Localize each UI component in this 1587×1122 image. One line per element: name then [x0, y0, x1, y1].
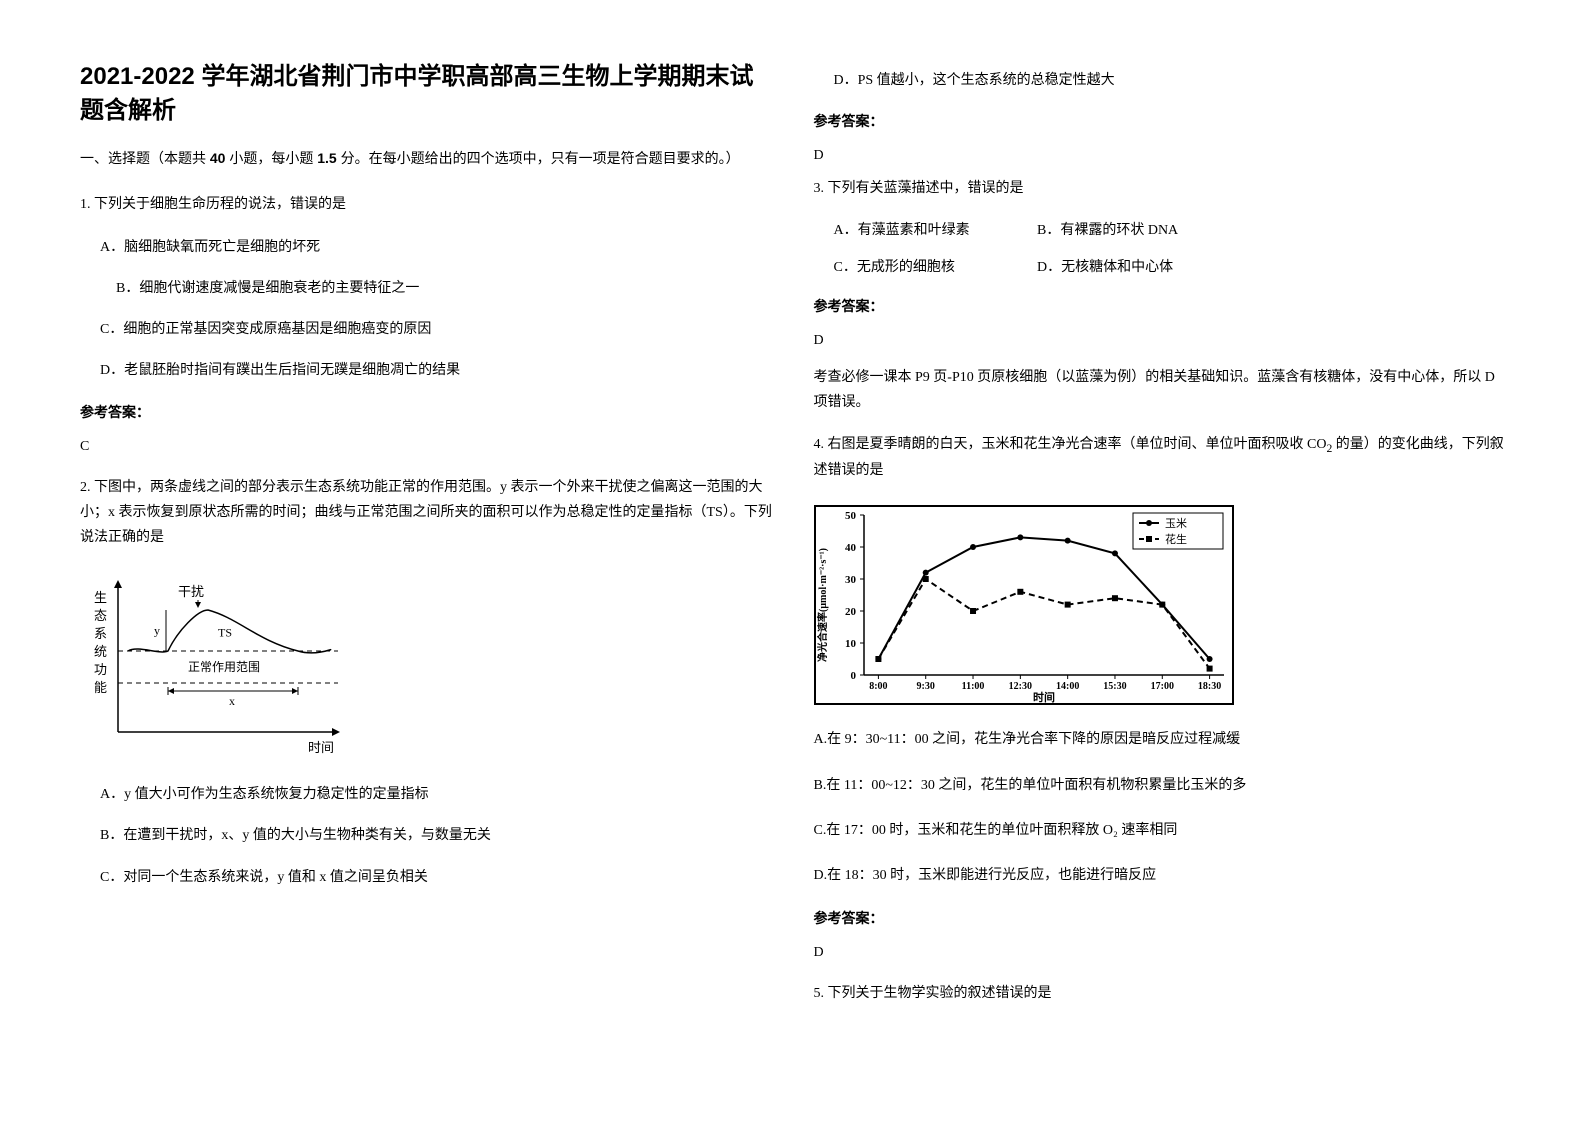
svg-text:时间: 时间	[308, 740, 334, 755]
q3-opt-a: A．有藻蓝素和叶绿素	[834, 218, 1034, 243]
svg-text:生: 生	[94, 590, 107, 605]
q4-stem-a: 4. 右图是夏季晴朗的白天，玉米和花生净光合速率（单位时间、单位叶面积吸收 CO	[814, 437, 1327, 452]
q4-opt-b: B.在 11：00~12：30 之间，花生的单位叶面积有机物积累量比玉米的多	[814, 773, 1508, 798]
q3-ans-head: 参考答案：	[814, 296, 1508, 316]
q3-ans: D	[814, 328, 1508, 353]
svg-text:系: 系	[94, 626, 107, 641]
q1-opt-b: B．细胞代谢速度减慢是细胞衰老的主要特征之一	[116, 276, 774, 301]
svg-text:TS: TS	[218, 626, 232, 640]
svg-text:0: 0	[850, 670, 856, 682]
sec1-mid: 小题，每小题	[225, 150, 317, 166]
svg-text:净光合速率(μmol·m⁻²·s⁻¹): 净光合速率(μmol·m⁻²·s⁻¹)	[816, 549, 829, 663]
q2-ans: D	[814, 143, 1508, 168]
svg-text:x: x	[229, 694, 235, 708]
q2-opt-c: C．对同一个生态系统来说，y 值和 x 值之间呈负相关	[100, 865, 774, 890]
svg-text:40: 40	[845, 542, 857, 554]
q1-opt-d: D．老鼠胚胎时指间有蹼出生后指间无蹼是细胞凋亡的结果	[100, 358, 774, 383]
svg-text:y: y	[154, 624, 160, 638]
sec1-prefix: 一、选择题（本题共	[80, 150, 210, 166]
sec1-count: 40	[210, 150, 226, 166]
svg-text:统: 统	[94, 644, 107, 659]
svg-text:14:00: 14:00	[1055, 681, 1078, 692]
left-column: 2021-2022 学年湖北省荆门市中学职高部高三生物上学期期末试题含解析 一、…	[80, 60, 774, 1062]
q1-opt-c: C．细胞的正常基因突变成原癌基因是细胞癌变的原因	[100, 317, 774, 342]
q2-opt-b: B．在遭到干扰时，x、y 值的大小与生物种类有关，与数量无关	[100, 823, 774, 848]
q4-opt-c: C.在 17：00 时，玉米和花生的单位叶面积释放 O₂ 速率相同	[814, 818, 1508, 843]
svg-text:干扰: 干扰	[178, 584, 204, 599]
svg-text:功: 功	[94, 662, 107, 677]
q3-opt-d: D．无核糖体和中心体	[1037, 255, 1237, 280]
q2-figure: 生态系统功能时间 干扰正常作用范围 y TS x	[80, 572, 774, 762]
right-column: D．PS 值越小，这个生态系统的总稳定性越大 参考答案： D 3. 下列有关蓝藻…	[814, 60, 1508, 1062]
q2-chart: 生态系统功能时间 干扰正常作用范围 y TS x	[80, 572, 360, 762]
q1-ans: C	[80, 434, 774, 459]
svg-text:花生: 花生	[1165, 532, 1187, 546]
q3-row1: A．有藻蓝素和叶绿素 B．有裸露的环状 DNA	[834, 218, 1508, 243]
q1-ans-head: 参考答案：	[80, 402, 774, 422]
svg-text:玉米: 玉米	[1165, 517, 1187, 530]
svg-text:30: 30	[845, 574, 857, 586]
q3-explanation: 考查必修一课本 P9 页-P10 页原核细胞（以蓝藻为例）的相关基础知识。蓝藻含…	[814, 365, 1508, 415]
q3-opt-b: B．有裸露的环状 DNA	[1037, 218, 1237, 243]
q4-figure: 0 10 20 30 40 50 8:00 9:30 11:00 12:30 14:00 15:30 1…	[814, 505, 1508, 705]
q1-stem: 1. 下列关于细胞生命历程的说法，错误的是	[80, 192, 774, 217]
svg-text:9:30: 9:30	[916, 681, 934, 692]
q2-opt-a: A．y 值大小可作为生态系统恢复力稳定性的定量指标	[100, 782, 774, 807]
svg-text:态: 态	[94, 608, 107, 623]
sec1-score: 1.5	[317, 150, 336, 166]
svg-text:时间: 时间	[1033, 690, 1055, 704]
svg-text:8:00: 8:00	[869, 681, 887, 692]
q4-opt-a: A.在 9：30~11：00 之间，花生净光合率下降的原因是暗反应过程减缓	[814, 727, 1508, 752]
q2-stem: 2. 下图中，两条虚线之间的部分表示生态系统功能正常的作用范围。y 表示一个外来…	[80, 475, 774, 551]
q3-row2: C．无成形的细胞核 D．无核糖体和中心体	[834, 255, 1508, 280]
svg-text:17:00: 17:00	[1150, 681, 1173, 692]
sec1-suffix: 分。在每小题给出的四个选项中，只有一项是符合题目要求的。）	[337, 150, 740, 166]
q4-opt-d: D.在 18：30 时，玉米即能进行光反应，也能进行暗反应	[814, 863, 1508, 888]
q3-stem: 3. 下列有关蓝藻描述中，错误的是	[814, 176, 1508, 201]
q2-opt-d: D．PS 值越小，这个生态系统的总稳定性越大	[834, 68, 1508, 93]
q2-ans-head: 参考答案：	[814, 111, 1508, 131]
q4-chart: 0 10 20 30 40 50 8:00 9:30 11:00 12:30 14:00 15:30 1…	[814, 505, 1234, 705]
doc-title: 2021-2022 学年湖北省荆门市中学职高部高三生物上学期期末试题含解析	[80, 60, 774, 127]
q3-opt-c: C．无成形的细胞核	[834, 255, 1034, 280]
q4-stem: 4. 右图是夏季晴朗的白天，玉米和花生净光合速率（单位时间、单位叶面积吸收 CO…	[814, 432, 1508, 484]
svg-text:12:30: 12:30	[1008, 681, 1031, 692]
svg-text:50: 50	[845, 510, 857, 522]
svg-text:10: 10	[845, 638, 857, 650]
svg-text:20: 20	[845, 606, 857, 618]
q1-opt-a: A．脑细胞缺氧而死亡是细胞的坏死	[100, 235, 774, 260]
q5-stem: 5. 下列关于生物学实验的叙述错误的是	[814, 981, 1508, 1006]
svg-text:正常作用范围: 正常作用范围	[188, 660, 260, 674]
q4-ans-head: 参考答案：	[814, 908, 1508, 928]
svg-text:18:30: 18:30	[1197, 681, 1220, 692]
svg-text:11:00: 11:00	[961, 681, 984, 692]
svg-text:能: 能	[94, 680, 107, 695]
section-1-heading: 一、选择题（本题共 40 小题，每小题 1.5 分。在每小题给出的四个选项中，只…	[80, 147, 774, 169]
svg-text:15:30: 15:30	[1103, 681, 1126, 692]
q4-ans: D	[814, 940, 1508, 965]
